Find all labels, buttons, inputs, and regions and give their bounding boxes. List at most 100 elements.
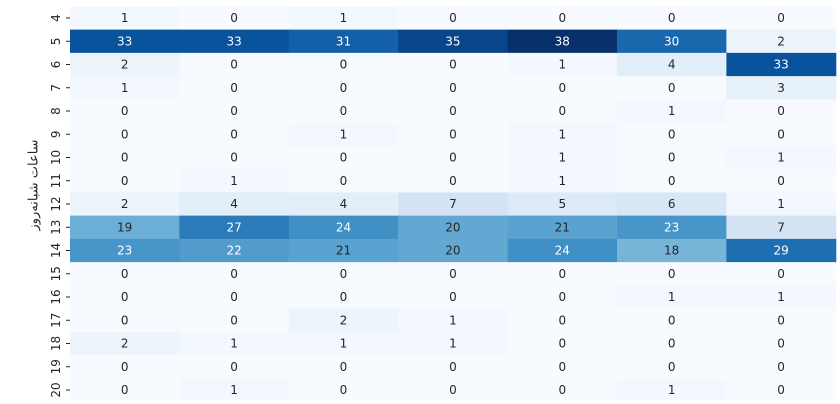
heatmap-cell-r8-c0 (70, 99, 180, 124)
cell-value-label: 0 (449, 383, 457, 397)
cell-value-label: 21 (555, 220, 570, 234)
cell-value-label: 4 (340, 197, 348, 211)
cell-value-label: 1 (340, 337, 348, 351)
heatmap-cell-r11-c1 (179, 169, 290, 193)
heatmap-cell-r20-c6 (726, 378, 837, 403)
heatmap-cell-r13-c0 (70, 215, 180, 240)
cell-value-label: 0 (449, 11, 457, 25)
heatmap-cell-r9-c5 (617, 122, 727, 147)
cell-value-label: 20 (445, 220, 460, 234)
heatmap-cell-r4-c0 (70, 6, 180, 31)
heatmap-cell-r7-c1 (179, 76, 290, 100)
heatmap-cell-r18-c2 (288, 331, 399, 356)
cell-value-label: 0 (121, 174, 129, 188)
heatmap-cell-r5-c1 (179, 29, 290, 54)
cell-value-label: 0 (121, 104, 129, 118)
heatmap-cell-r12-c5 (617, 192, 727, 217)
heatmap-cell-r16-c1 (179, 285, 290, 310)
y-tick-label-7: 7 (49, 84, 63, 92)
cell-value-label: 33 (773, 58, 788, 72)
cell-value-label: 24 (555, 244, 570, 258)
heatmap-cell-r10-c6 (726, 145, 837, 170)
heatmap-cell-r15-c2 (288, 262, 399, 286)
heatmap-cell-r6-c0 (70, 52, 180, 77)
cell-value-label: 0 (449, 81, 457, 95)
y-tick-label-13: 13 (49, 220, 63, 235)
cell-value-label: 0 (449, 58, 457, 72)
cell-value-label: 0 (230, 267, 238, 281)
cell-value-label: 1 (230, 383, 238, 397)
cell-value-label: 1 (121, 81, 129, 95)
heatmap-cell-r12-c0 (70, 192, 180, 217)
cell-value-label: 0 (558, 81, 566, 95)
cell-value-label: 0 (449, 151, 457, 165)
cell-value-label: 0 (558, 313, 566, 327)
heatmap-cell-r15-c5 (617, 262, 727, 286)
cell-value-label: 1 (668, 383, 676, 397)
heatmap-cell-r20-c0 (70, 378, 180, 403)
heatmap-cell-r6-c1 (179, 52, 290, 77)
heatmap-cell-r5-c0 (70, 29, 180, 54)
heatmap-cell-r17-c0 (70, 308, 180, 333)
heatmap-cell-r16-c6 (726, 285, 837, 310)
cell-value-label: 0 (777, 11, 785, 25)
cell-value-label: 0 (340, 174, 348, 188)
heatmap-cell-r5-c4 (507, 29, 618, 54)
cell-value-label: 23 (117, 244, 132, 258)
cell-value-label: 0 (340, 58, 348, 72)
cell-value-label: 0 (777, 383, 785, 397)
heatmap-cell-r20-c5 (617, 378, 727, 403)
cell-value-label: 0 (668, 81, 676, 95)
heatmap-cells (70, 6, 837, 403)
heatmap-cell-r16-c0 (70, 285, 180, 310)
cell-value-label: 0 (230, 11, 238, 25)
cell-value-label: 21 (336, 244, 351, 258)
heatmap-cell-r16-c4 (507, 285, 618, 310)
cell-value-label: 1 (340, 11, 348, 25)
cell-value-label: 0 (449, 360, 457, 374)
heatmap-cell-r19-c1 (179, 355, 290, 379)
cell-value-label: 0 (668, 151, 676, 165)
heatmap-cell-r4-c5 (617, 6, 727, 31)
heatmap-cell-r9-c4 (507, 122, 618, 147)
heatmap-cell-r16-c5 (617, 285, 727, 310)
cell-value-label: 0 (230, 104, 238, 118)
cell-value-label: 0 (558, 337, 566, 351)
cell-value-label: 0 (668, 313, 676, 327)
heatmap-cell-r11-c2 (288, 169, 399, 193)
heatmap-cell-r12-c4 (507, 192, 618, 217)
y-tick-label-14: 14 (49, 243, 63, 258)
heatmap-cell-r19-c0 (70, 355, 180, 379)
heatmap-cell-r20-c1 (179, 378, 290, 403)
cell-value-label: 2 (777, 34, 785, 48)
heatmap-cell-r13-c6 (726, 215, 837, 240)
cell-value-label: 1 (558, 151, 566, 165)
heatmap-cell-r4-c1 (179, 6, 290, 31)
heatmap-cell-r17-c2 (288, 308, 399, 333)
heatmap-cell-r14-c6 (726, 238, 837, 263)
heatmap-cell-r19-c4 (507, 355, 618, 379)
cell-value-label: 0 (777, 127, 785, 141)
y-tick-label-18: 18 (49, 336, 63, 351)
cell-value-label: 0 (449, 127, 457, 141)
heatmap-cell-r10-c5 (617, 145, 727, 170)
cell-value-label: 0 (121, 127, 129, 141)
cell-value-label: 7 (449, 197, 457, 211)
cell-value-label: 31 (336, 34, 351, 48)
heatmap-cell-r15-c3 (398, 262, 509, 286)
heatmap-cell-r4-c2 (288, 6, 399, 31)
cell-value-label: 0 (121, 383, 129, 397)
heatmap-cell-r14-c0 (70, 238, 180, 263)
cell-value-label: 27 (226, 220, 241, 234)
y-tick-label-8: 8 (49, 107, 63, 115)
heatmap-cell-r20-c2 (288, 378, 399, 403)
cell-value-label: 0 (230, 313, 238, 327)
heatmap-cell-r5-c6 (726, 29, 837, 54)
heatmap-cell-r8-c3 (398, 99, 509, 124)
cell-value-label: 1 (449, 313, 457, 327)
heatmap-cell-r18-c5 (617, 331, 727, 356)
heatmap-cell-r7-c2 (288, 76, 399, 100)
cell-value-label: 23 (664, 220, 679, 234)
heatmap-cell-r17-c5 (617, 308, 727, 333)
